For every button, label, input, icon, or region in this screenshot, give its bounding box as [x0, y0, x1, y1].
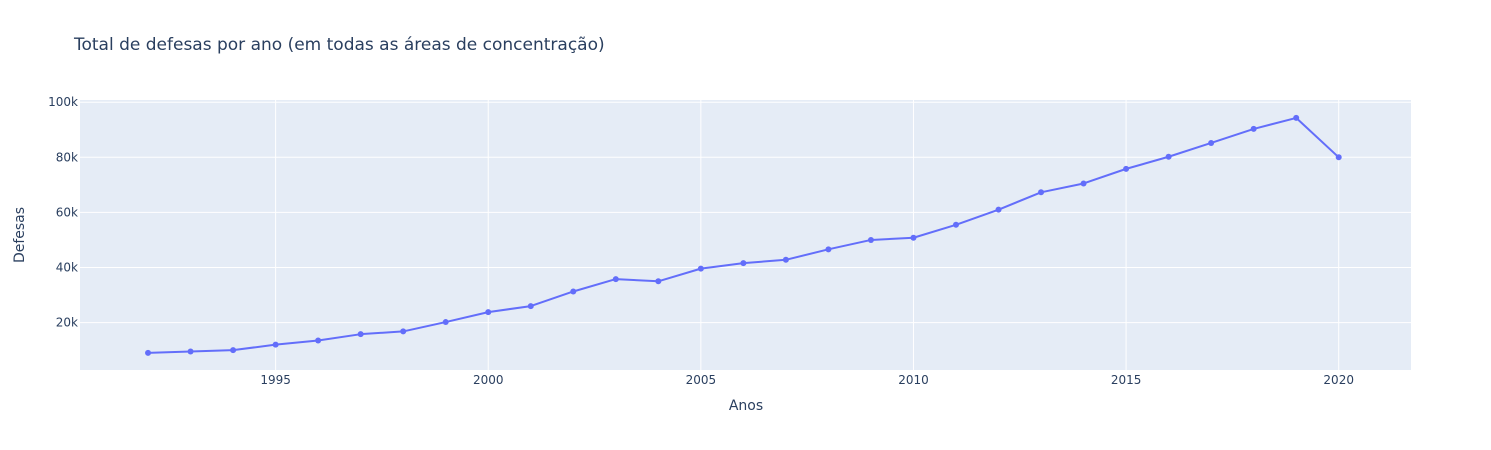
data-point[interactable]: [995, 206, 1002, 213]
data-point[interactable]: [272, 341, 279, 348]
y-tick-label: 80k: [56, 150, 78, 164]
plot-area: [80, 100, 1411, 370]
data-point[interactable]: [527, 303, 534, 310]
data-point[interactable]: [697, 265, 704, 272]
data-point[interactable]: [145, 349, 152, 356]
x-axis-title: Anos: [729, 398, 763, 414]
data-point[interactable]: [485, 309, 492, 316]
data-point[interactable]: [740, 260, 747, 267]
data-point[interactable]: [1293, 114, 1300, 121]
data-point[interactable]: [612, 276, 619, 283]
data-point[interactable]: [1335, 154, 1342, 161]
data-point[interactable]: [1038, 189, 1045, 196]
x-tick-label: 1995: [260, 373, 291, 387]
data-point[interactable]: [442, 319, 449, 326]
x-tick-label: 2020: [1323, 373, 1354, 387]
data-point[interactable]: [782, 256, 789, 263]
data-point[interactable]: [867, 236, 874, 243]
data-point[interactable]: [400, 328, 407, 335]
series-group: [145, 114, 1342, 356]
y-tick-label: 40k: [56, 261, 78, 275]
data-point[interactable]: [187, 348, 194, 355]
chart-title: Total de defesas por ano (em todas as ár…: [73, 35, 605, 55]
data-point[interactable]: [952, 221, 959, 228]
data-point[interactable]: [315, 337, 322, 344]
x-tick-labels: 1995 2000 2005 2010 2015 2020: [260, 373, 1354, 387]
data-point[interactable]: [570, 288, 577, 295]
data-point[interactable]: [1250, 125, 1257, 132]
data-point[interactable]: [357, 331, 364, 338]
x-tick-label: 2010: [898, 373, 929, 387]
y-gridlines: [80, 101, 1411, 324]
y-tick-label: 20k: [56, 316, 78, 330]
x-tick-label: 2015: [1111, 373, 1142, 387]
x-tick-label: 2005: [686, 373, 717, 387]
data-point[interactable]: [1208, 139, 1215, 146]
data-point[interactable]: [910, 234, 917, 241]
data-point[interactable]: [230, 347, 237, 354]
y-tick-label: 60k: [56, 205, 78, 219]
x-tick-label: 2000: [473, 373, 504, 387]
data-point[interactable]: [1165, 153, 1172, 160]
data-point[interactable]: [825, 246, 832, 253]
y-tick-label: 100k: [48, 95, 78, 109]
data-point[interactable]: [1080, 180, 1087, 187]
y-tick-labels: 20k 40k 60k 80k 100k: [48, 95, 78, 329]
data-point[interactable]: [1123, 165, 1130, 172]
data-point[interactable]: [655, 278, 662, 285]
y-axis-title: Defesas: [12, 207, 28, 263]
